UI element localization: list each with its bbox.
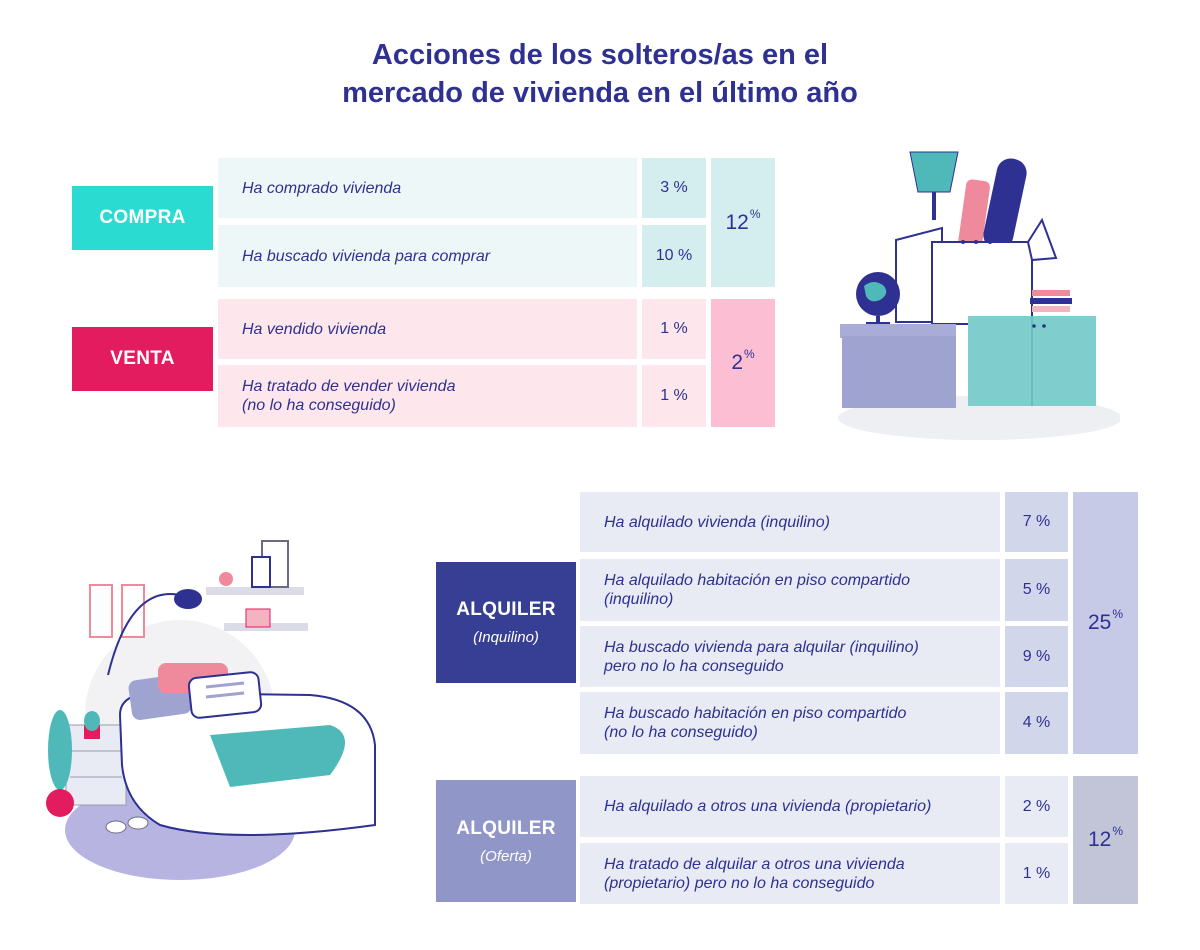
venta-total: 2% [711, 299, 775, 427]
alquiler-of-row-1-label: Ha alquilado a otros una vivienda (propi… [580, 776, 1000, 837]
moving-boxes-illustration [838, 151, 1120, 440]
compra-total-unit: % [749, 206, 761, 221]
alquiler-inq-row-3-label-line-2: pero no lo ha conseguido [604, 657, 784, 675]
alquiler-oferta-total-unit: % [1112, 824, 1124, 838]
group-alquiler-inquilino-badge: ALQUILER (Inquilino) [436, 562, 576, 683]
alquiler-inq-row-3-value: 9 % [1005, 626, 1068, 687]
alquiler-inquilino-total-unit: % [1112, 607, 1124, 621]
compra-total: 12% [711, 158, 775, 287]
alquiler-inq-row-4-label: Ha buscado habitación en piso compartido… [580, 692, 1000, 754]
alquiler-inq-row-4-value: 4 % [1005, 692, 1068, 754]
alquiler-inq-row-1-label-line-1: Ha alquilado vivienda (inquilino) [604, 513, 830, 531]
alquiler-inq-row-1-value: 7 % [1005, 492, 1068, 552]
venta-total-value: 2 [731, 351, 743, 374]
alquiler-inq-row-2-label-line-2: (inquilino) [604, 591, 674, 608]
alquiler-of-row-2-label: Ha tratado de alquilar a otros una vivie… [580, 843, 1000, 904]
compra-row-2-label: Ha buscado vivienda para comprar [218, 225, 637, 287]
group-alquiler-inquilino-name: ALQUILER [456, 599, 556, 620]
group-venta-badge: VENTA [72, 327, 213, 391]
title-line-2: mercado de vivienda en el último año [342, 77, 858, 109]
alquiler-inq-row-1-label: Ha alquilado vivienda (inquilino) [580, 492, 1000, 552]
page-title: Acciones de los solteros/as en el mercad… [0, 36, 1200, 112]
compra-total-value: 12 [725, 210, 749, 234]
alquiler-inq-row-2-value: 5 % [1005, 559, 1068, 621]
group-compra-name: COMPRA [99, 207, 186, 228]
venta-row-2-value: 1 % [642, 365, 706, 427]
venta-row-1-label-line-1: Ha vendido vivienda [242, 320, 387, 338]
alquiler-oferta-total: 12% [1073, 776, 1138, 904]
group-alquiler-oferta-name: ALQUILER [456, 817, 556, 839]
group-alquiler-oferta-subtitle: (Oferta) [480, 847, 532, 865]
compra-row-2-value: 10 % [642, 225, 706, 287]
group-venta-name: VENTA [110, 348, 175, 369]
group-alquiler-inquilino-subtitle: (Inquilino) [473, 629, 539, 646]
venta-row-2-label: Ha tratado de vender vivienda (no lo ha … [218, 365, 637, 427]
venta-row-2-label-line-1: Ha tratado de vender vivienda [242, 378, 456, 395]
alquiler-inq-row-3-label-line-1: Ha buscado vivienda para alquilar (inqui… [604, 638, 919, 656]
alquiler-inq-row-3-label: Ha buscado vivienda para alquilar (inqui… [580, 626, 1000, 687]
alquiler-inq-row-4-label-line-2: (no lo ha conseguido) [604, 724, 758, 741]
alquiler-of-row-1-value: 2 % [1005, 776, 1068, 837]
venta-row-1-label: Ha vendido vivienda [218, 299, 637, 359]
alquiler-inq-row-2-label-line-1: Ha alquilado habitación en piso comparti… [604, 572, 910, 589]
venta-row-2-label-line-2: (no lo ha conseguido) [242, 397, 396, 414]
compra-row-1-label: Ha comprado vivienda [218, 158, 637, 218]
venta-total-unit: % [744, 347, 755, 361]
bedroom-illustration [46, 540, 376, 880]
alquiler-oferta-total-value: 12 [1087, 828, 1112, 851]
alquiler-inq-row-2-label: Ha alquilado habitación en piso comparti… [580, 559, 1000, 621]
alquiler-of-row-2-label-line-1: Ha tratado de alquilar a otros una vivie… [604, 855, 905, 873]
alquiler-inq-row-4-label-line-1: Ha buscado habitación en piso compartido [604, 705, 907, 722]
compra-row-1-value: 3 % [642, 158, 706, 218]
venta-row-1-value: 1 % [642, 299, 706, 359]
group-compra-badge: COMPRA [72, 186, 213, 250]
compra-row-2-label-line-1: Ha buscado vivienda para comprar [242, 247, 491, 265]
group-alquiler-oferta-badge: ALQUILER (Oferta) [436, 780, 576, 902]
alquiler-of-row-2-label-line-2: (propietario) pero no lo ha conseguido [604, 874, 875, 892]
alquiler-of-row-1-label-line-1: Ha alquilado a otros una vivienda (propi… [604, 798, 932, 815]
alquiler-of-row-2-value: 1 % [1005, 843, 1068, 904]
alquiler-inquilino-total: 25% [1073, 492, 1138, 754]
title-line-1: Acciones de los solteros/as en el [371, 39, 829, 71]
alquiler-inquilino-total-value: 25 [1087, 611, 1112, 634]
compra-row-1-label-line-1: Ha comprado vivienda [242, 179, 402, 197]
